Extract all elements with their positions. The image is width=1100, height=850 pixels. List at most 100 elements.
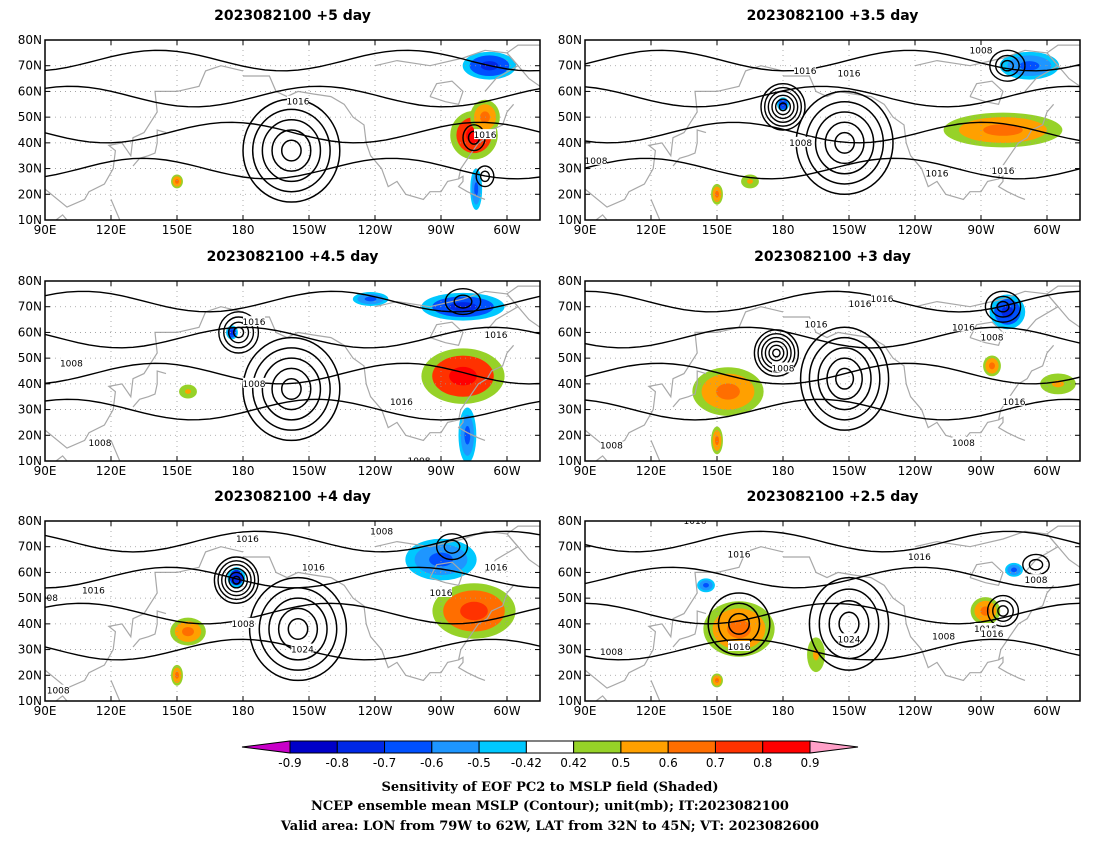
- colorbar-box: [762, 740, 811, 754]
- coastline: [672, 129, 707, 167]
- lat-tick-label: 10N: [18, 694, 42, 708]
- lon-tick-label: 90W: [427, 223, 454, 237]
- colorbar-tick-label: -0.5: [467, 756, 490, 770]
- contour-label-bg: [243, 377, 265, 388]
- lat-tick-label: 50N: [18, 110, 42, 124]
- lat-tick-label: 40N: [558, 377, 582, 391]
- coastline: [997, 416, 1026, 441]
- lon-tick-label: 150E: [702, 223, 733, 237]
- lon-tick-label: 120E: [636, 223, 667, 237]
- isobar-low: [232, 575, 241, 585]
- lon-tick-label: 90E: [574, 704, 597, 718]
- map-frame: [44, 280, 541, 462]
- lon-tick-label: 60W: [493, 704, 520, 718]
- map-panel: 1008 1016 1016 1008 1008 1016 1016 2023082100 +…: [558, 8, 1081, 237]
- contour-label-bg: [684, 521, 706, 525]
- coastline: [110, 199, 121, 220]
- isobar-low: [772, 348, 781, 358]
- caption-line-2: NCEP ensemble mean MSLP (Contour); unit(…: [311, 799, 789, 814]
- sensitivity-shading: [185, 389, 191, 394]
- isobar-high: [280, 139, 302, 162]
- panel-title: 2023082100 +4.5 day: [207, 249, 379, 265]
- colorbar: -0.9 -0.8 -0.7 -0.6 -0.5 -0.42 0.42 0.5 0.6 0.7 0.…: [241, 740, 859, 770]
- contour-label: 1016: [82, 586, 105, 596]
- lon-tick-label: 90W: [967, 704, 994, 718]
- lat-tick-label: 30N: [558, 403, 582, 417]
- sensitivity-shading: [364, 296, 377, 302]
- isobar-low: [435, 533, 469, 561]
- colorbar-tick-label: -0.8: [326, 756, 349, 770]
- sensitivity-shading: [980, 606, 991, 616]
- colorbar-box: [384, 740, 433, 754]
- caption-line-1: Sensitivity of EOF PC2 to MSLP field (Sh…: [381, 780, 718, 795]
- isobar-high: [251, 108, 331, 193]
- contour-label: 1008: [970, 46, 993, 56]
- lat-tick-label: 40N: [18, 136, 42, 150]
- map-content: 1008 1016 1016 1008 1008 1016 1016: [585, 40, 1080, 220]
- isobar-high: [248, 576, 348, 682]
- coastline: [914, 290, 1059, 333]
- colorbar-tick-label: 0.42: [560, 756, 587, 770]
- panel-title: 2023082100 +4 day: [214, 489, 371, 505]
- contour-label-bg: [728, 548, 750, 559]
- isobar: [45, 157, 540, 180]
- contour-label: 1008: [408, 457, 431, 467]
- isobar: [585, 530, 1080, 553]
- lat-tick-label: 60N: [18, 84, 42, 98]
- colorbar-tick-label: -0.42: [511, 756, 542, 770]
- colorbar-box: [620, 740, 669, 754]
- lon-tick-label: 120W: [358, 704, 393, 718]
- isobar-low: [994, 54, 1020, 77]
- coastline: [1046, 285, 1080, 328]
- coastline: [374, 49, 519, 92]
- contour-label: 1016: [485, 563, 508, 573]
- contour-label-bg: [243, 316, 265, 327]
- coastline: [997, 175, 1026, 200]
- isobar-low: [218, 311, 260, 354]
- contour-label-bg: [772, 362, 794, 373]
- contour-label-bg: [974, 623, 997, 633]
- lon-tick-label: 180: [772, 223, 795, 237]
- isobar-low: [221, 564, 252, 597]
- lat-tick-label: 30N: [18, 162, 42, 176]
- isobar: [585, 362, 1080, 385]
- coastline: [969, 561, 1004, 586]
- contour-label-bg: [390, 395, 413, 406]
- contour-label-bg: [408, 455, 430, 461]
- lat-tick-label: 10N: [18, 213, 42, 227]
- isobar: [45, 121, 540, 144]
- contour-label: 1016: [474, 131, 497, 141]
- lon-tick-label: 120W: [358, 464, 393, 478]
- isobar-low: [768, 344, 785, 362]
- colorbar-box: [289, 740, 338, 754]
- lat-tick-label: 70N: [558, 59, 582, 73]
- lat-tick-label: 10N: [558, 694, 582, 708]
- isobar-low: [213, 556, 260, 604]
- coastline: [585, 546, 784, 689]
- contour-label-bg: [89, 437, 111, 447]
- lon-tick-label: 120W: [898, 223, 933, 237]
- lon-tick-label: 150W: [292, 464, 327, 478]
- lat-tick-label: 20N: [558, 187, 582, 201]
- sensitivity-shading: [715, 435, 719, 446]
- lat-tick-label: 20N: [18, 428, 42, 442]
- contour-label: 1016: [728, 643, 751, 653]
- colorbar-arrow-high: [809, 740, 859, 754]
- isobar-high: [835, 367, 855, 390]
- lon-tick-label: 90W: [427, 704, 454, 718]
- contour-label-bg: [236, 533, 259, 543]
- coastline: [132, 610, 167, 648]
- colorbar-tick-label: -0.6: [420, 756, 443, 770]
- isobar-high: [251, 347, 331, 431]
- lat-tick-label: 20N: [18, 668, 42, 682]
- lon-tick-label: 90E: [34, 704, 57, 718]
- sensitivity-shading: [703, 582, 709, 588]
- coastline: [650, 680, 661, 701]
- colorbar-tick-label: -0.9: [278, 756, 301, 770]
- coastline: [55, 455, 68, 461]
- lon-tick-label: 90W: [967, 464, 994, 478]
- isobar-low: [1000, 59, 1014, 72]
